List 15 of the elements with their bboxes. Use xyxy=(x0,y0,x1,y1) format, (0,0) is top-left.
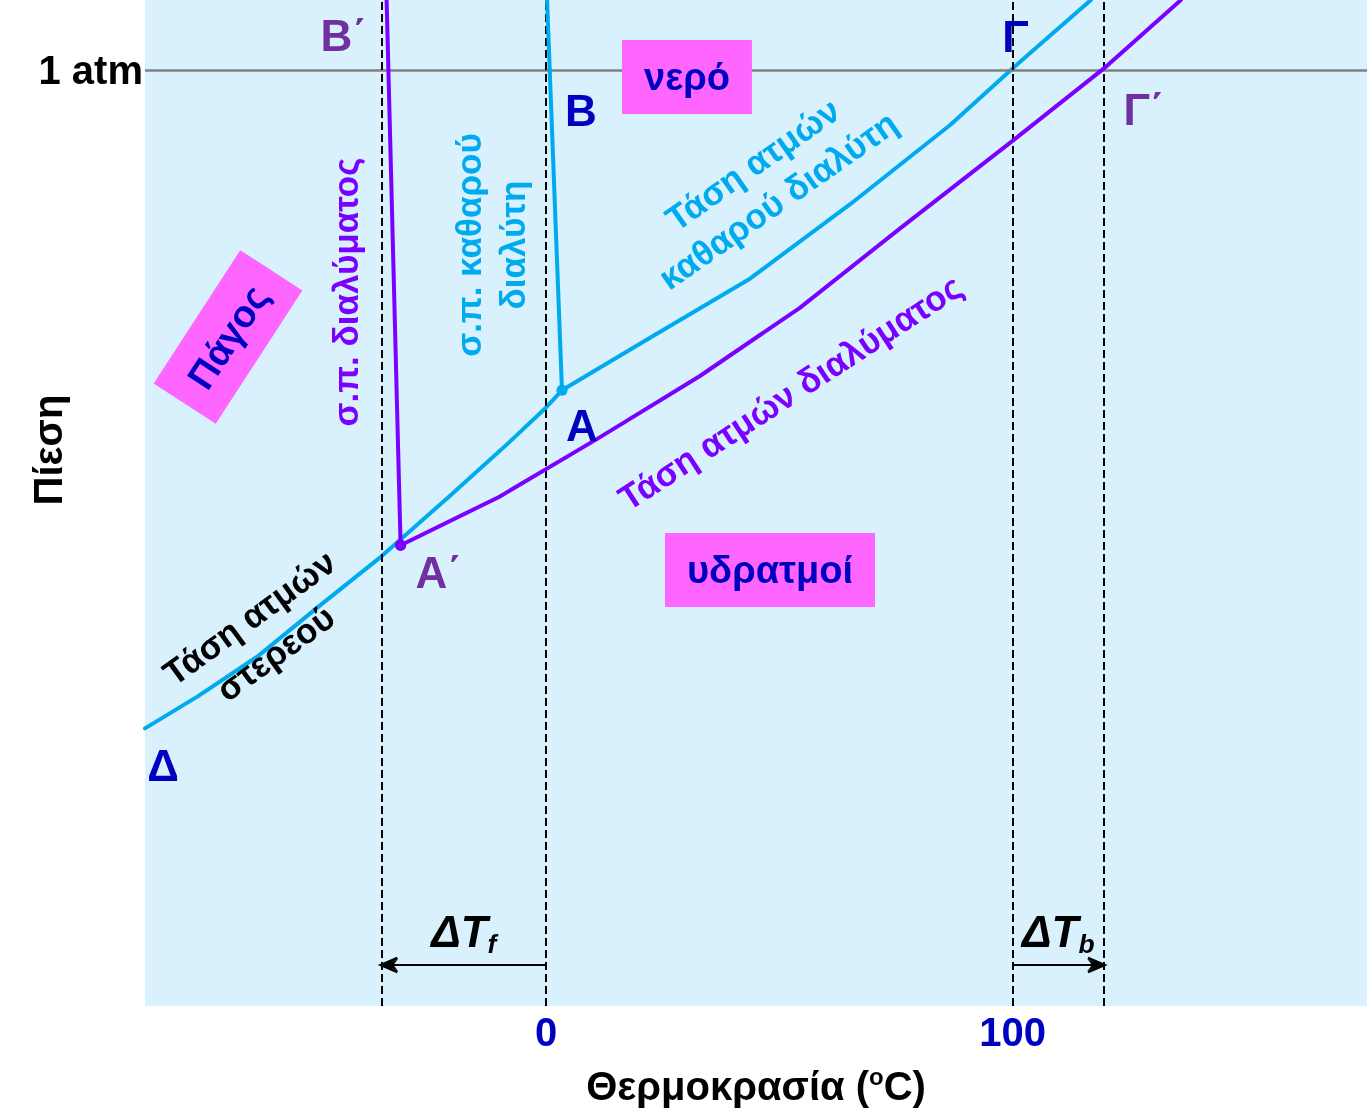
annotation: Α xyxy=(566,400,598,450)
y-axis-title: Πίεση xyxy=(26,394,70,506)
annotation: Β΄ xyxy=(320,10,367,60)
annotation: Γ΄ xyxy=(1123,84,1165,134)
annotation: Δ xyxy=(147,740,179,790)
annotation: Α΄ xyxy=(415,547,462,597)
annotation: νερό xyxy=(644,56,730,98)
annotation: Γ xyxy=(1002,11,1029,61)
text: σ.π. καθαρού διαλύτη xyxy=(448,133,532,357)
x-tick-label: 0 xyxy=(534,1010,558,1054)
annotation: υδρατμοί xyxy=(686,549,854,591)
x-tick-label: 100 xyxy=(979,1010,1046,1054)
ref-line-label: 1 atm xyxy=(38,48,143,93)
annotation: Β xyxy=(564,86,597,136)
text: σ.π. διαλύματος xyxy=(325,157,365,427)
